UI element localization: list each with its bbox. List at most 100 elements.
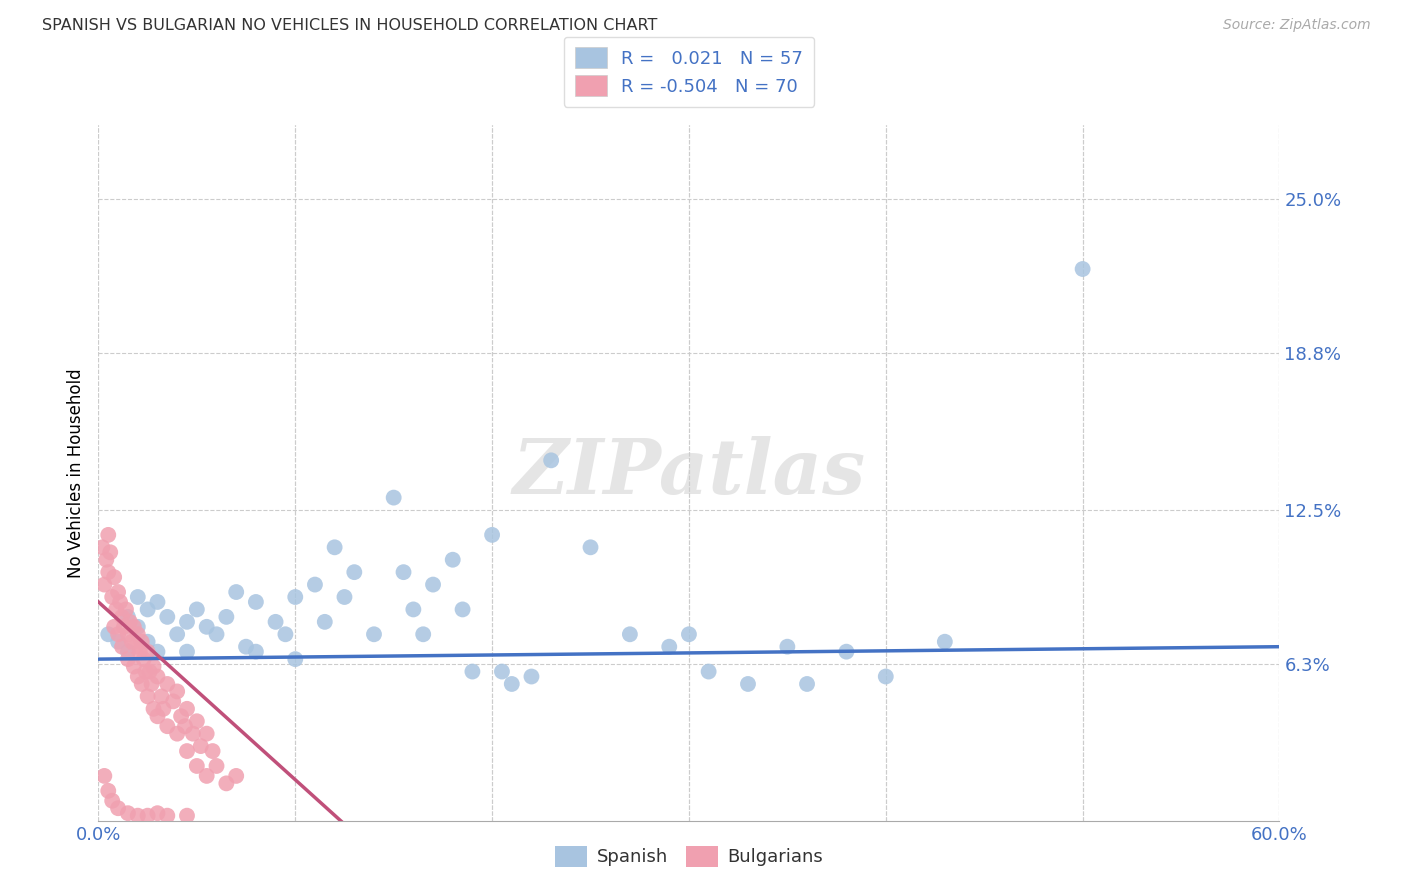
Point <box>796 677 818 691</box>
Point <box>697 665 720 679</box>
Point <box>103 570 125 584</box>
Point <box>176 808 198 822</box>
Point <box>136 645 159 659</box>
Point <box>195 769 218 783</box>
Point <box>97 627 120 641</box>
Point <box>156 808 179 822</box>
Point <box>97 528 120 542</box>
Point <box>186 602 208 616</box>
Point <box>127 590 149 604</box>
Y-axis label: No Vehicles in Household: No Vehicles in Household <box>66 368 84 578</box>
Point <box>136 634 159 648</box>
Point <box>142 659 165 673</box>
Text: SPANISH VS BULGARIAN NO VEHICLES IN HOUSEHOLD CORRELATION CHART: SPANISH VS BULGARIAN NO VEHICLES IN HOUS… <box>42 18 658 33</box>
Point <box>135 665 157 679</box>
Point <box>1071 262 1094 277</box>
Point <box>96 552 118 567</box>
Point <box>132 652 155 666</box>
Point <box>166 684 188 698</box>
Legend: R =   0.021   N = 57, R = -0.504   N = 70: R = 0.021 N = 57, R = -0.504 N = 70 <box>564 37 814 107</box>
Point <box>934 634 956 648</box>
Point <box>117 610 139 624</box>
Point <box>520 669 543 683</box>
Point <box>441 552 464 567</box>
Point <box>117 627 139 641</box>
Point <box>112 620 135 634</box>
Text: ZIPatlas: ZIPatlas <box>512 436 866 509</box>
Point <box>127 627 149 641</box>
Point <box>97 784 120 798</box>
Point <box>235 640 257 654</box>
Point <box>127 620 149 634</box>
Legend: Spanish, Bulgarians: Spanish, Bulgarians <box>548 838 830 874</box>
Point <box>166 726 188 740</box>
Point <box>225 769 247 783</box>
Point <box>737 677 759 691</box>
Point <box>284 652 307 666</box>
Point <box>136 808 159 822</box>
Point <box>170 709 193 723</box>
Point <box>619 627 641 641</box>
Point <box>146 669 169 683</box>
Point <box>274 627 297 641</box>
Point <box>105 602 128 616</box>
Point <box>146 709 169 723</box>
Point <box>304 577 326 591</box>
Point <box>195 620 218 634</box>
Point <box>333 590 356 604</box>
Point <box>451 602 474 616</box>
Point <box>146 595 169 609</box>
Point <box>264 615 287 629</box>
Point <box>103 620 125 634</box>
Point <box>176 615 198 629</box>
Point <box>131 634 153 648</box>
Point <box>190 739 212 753</box>
Point <box>141 677 163 691</box>
Point <box>107 801 129 815</box>
Point <box>142 702 165 716</box>
Point <box>382 491 405 505</box>
Point <box>215 776 238 790</box>
Point <box>412 627 434 641</box>
Point <box>186 759 208 773</box>
Point <box>121 634 143 648</box>
Text: Source: ZipAtlas.com: Source: ZipAtlas.com <box>1223 18 1371 32</box>
Point <box>162 694 184 708</box>
Point <box>108 595 131 609</box>
Point <box>402 602 425 616</box>
Point <box>156 677 179 691</box>
Point <box>128 645 150 659</box>
Point <box>127 669 149 683</box>
Point <box>107 585 129 599</box>
Point <box>284 590 307 604</box>
Point <box>136 690 159 704</box>
Point <box>91 541 114 555</box>
Point <box>540 453 562 467</box>
Point <box>118 615 141 629</box>
Point <box>835 645 858 659</box>
Point <box>245 595 267 609</box>
Point <box>117 806 139 821</box>
Point <box>215 610 238 624</box>
Point <box>176 744 198 758</box>
Point <box>107 627 129 641</box>
Point <box>117 652 139 666</box>
Point <box>422 577 444 591</box>
Point <box>323 541 346 555</box>
Point <box>152 702 174 716</box>
Point <box>314 615 336 629</box>
Point <box>125 640 148 654</box>
Point <box>181 726 204 740</box>
Point <box>131 677 153 691</box>
Point <box>461 665 484 679</box>
Point <box>146 806 169 821</box>
Point <box>491 665 513 679</box>
Point <box>138 665 160 679</box>
Point <box>166 627 188 641</box>
Point <box>122 620 145 634</box>
Point <box>392 565 415 579</box>
Point <box>156 610 179 624</box>
Point <box>174 719 197 733</box>
Point <box>107 634 129 648</box>
Point <box>776 640 799 654</box>
